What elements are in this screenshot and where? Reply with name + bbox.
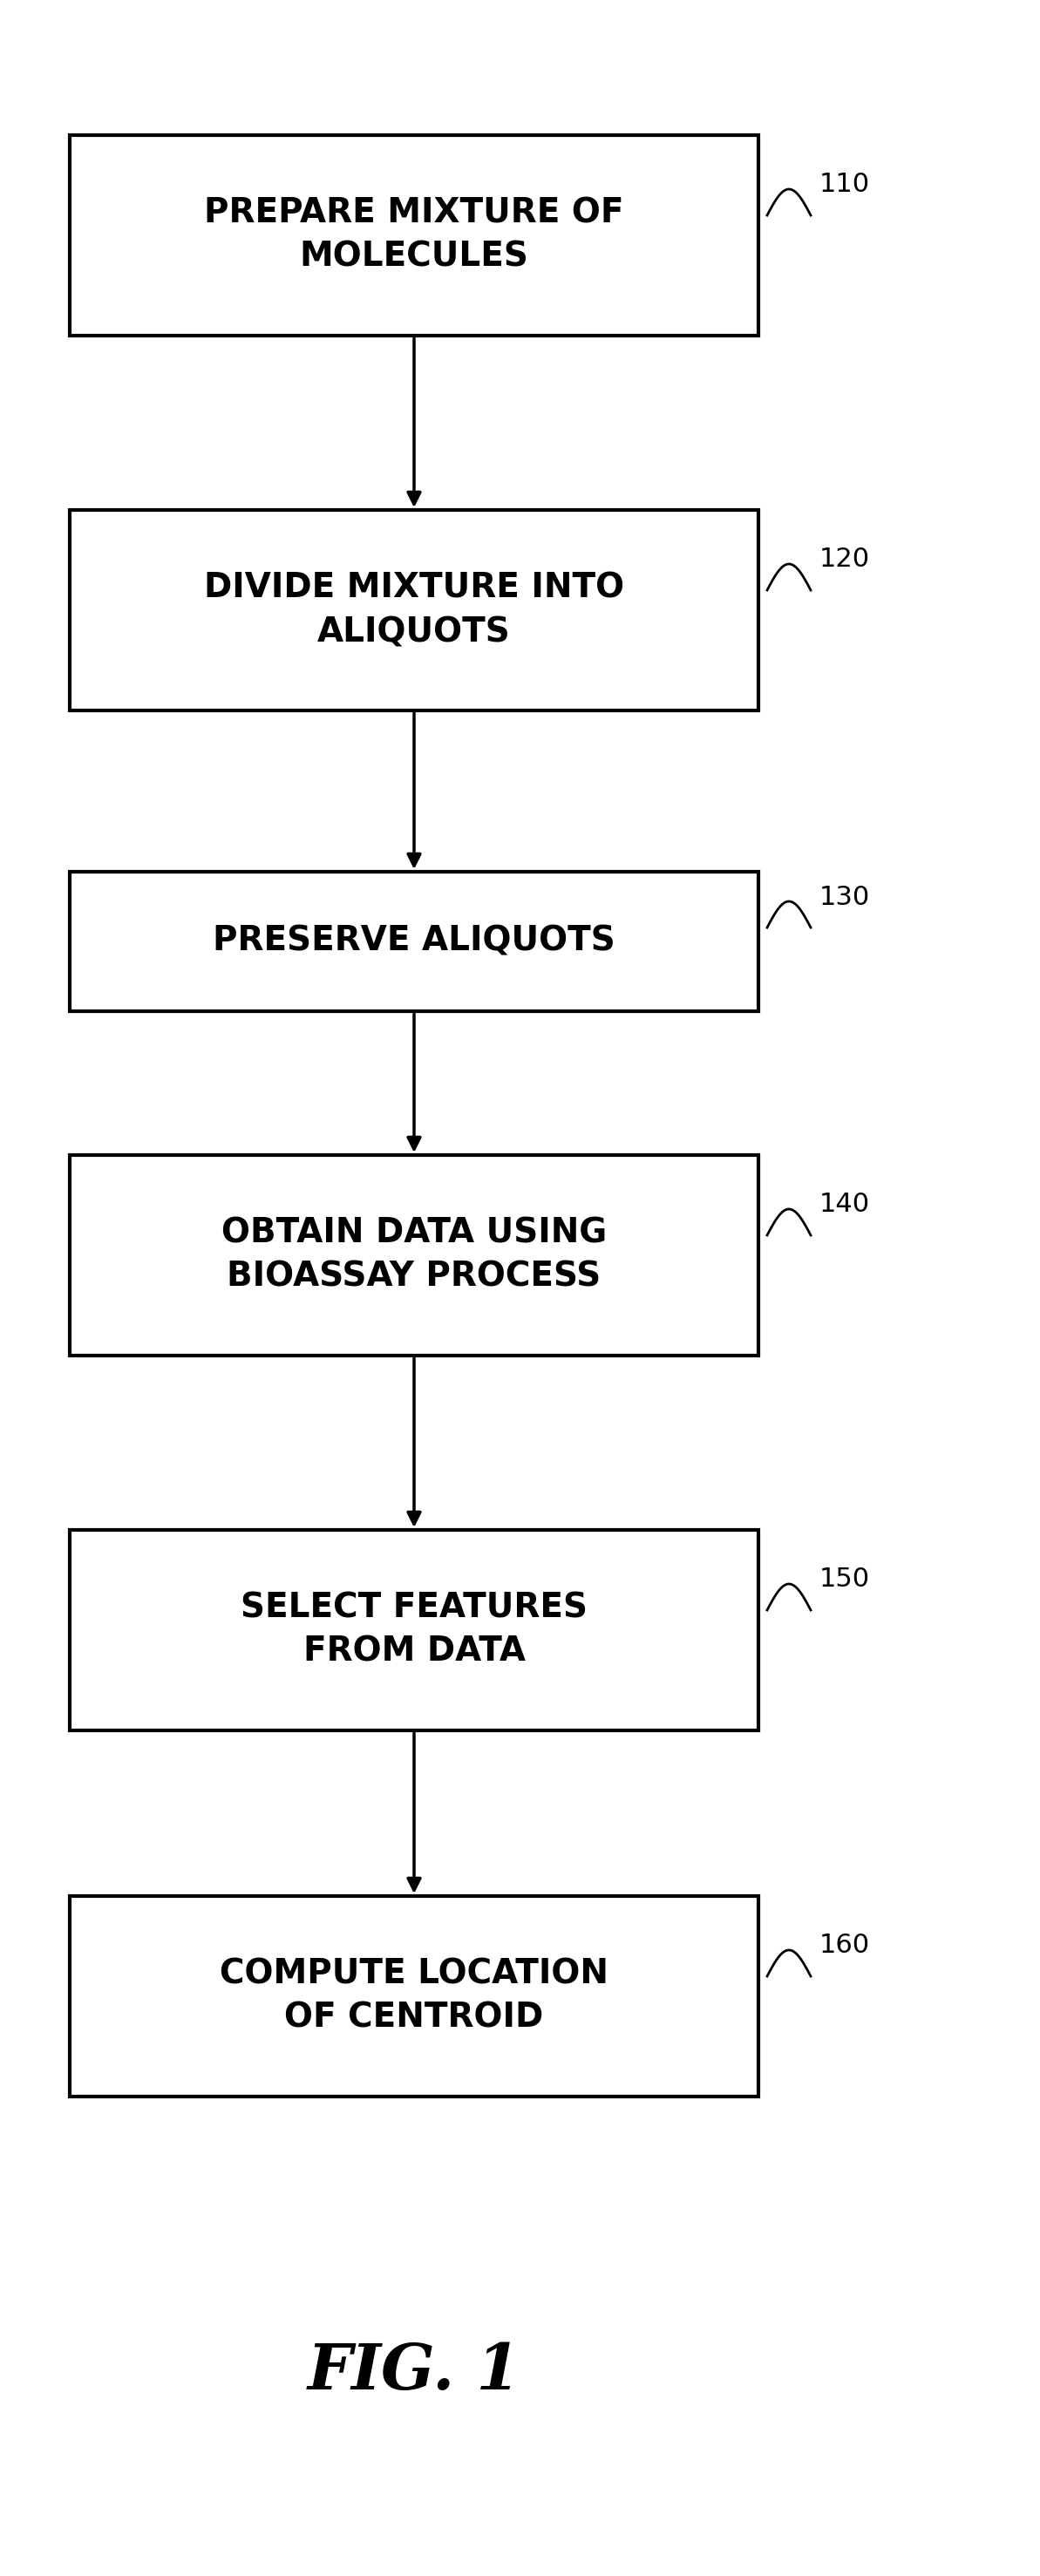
Text: 120: 120 [820,546,870,572]
Text: 140: 140 [820,1193,870,1218]
Bar [70,871,758,1012]
Text: 130: 130 [820,884,870,909]
Text: COMPUTE LOCATION
OF CENTROID: COMPUTE LOCATION OF CENTROID [219,1958,608,2035]
Text: OBTAIN DATA USING
BIOASSAY PROCESS: OBTAIN DATA USING BIOASSAY PROCESS [222,1216,607,1293]
Bar [70,510,758,711]
Bar [70,1154,758,1355]
Text: 160: 160 [820,1932,870,1958]
Text: SELECT FEATURES
FROM DATA: SELECT FEATURES FROM DATA [240,1592,588,1669]
Bar [70,134,758,335]
Bar [70,1530,758,1731]
Text: 110: 110 [820,173,870,198]
Text: DIVIDE MIXTURE INTO
ALIQUOTS: DIVIDE MIXTURE INTO ALIQUOTS [204,572,624,649]
Text: PREPARE MIXTURE OF
MOLECULES: PREPARE MIXTURE OF MOLECULES [204,196,624,273]
Text: PRESERVE ALIQUOTS: PRESERVE ALIQUOTS [213,925,616,958]
Text: 150: 150 [820,1566,870,1592]
Text: FIG. 1: FIG. 1 [308,2339,521,2401]
Bar [70,1896,758,2097]
